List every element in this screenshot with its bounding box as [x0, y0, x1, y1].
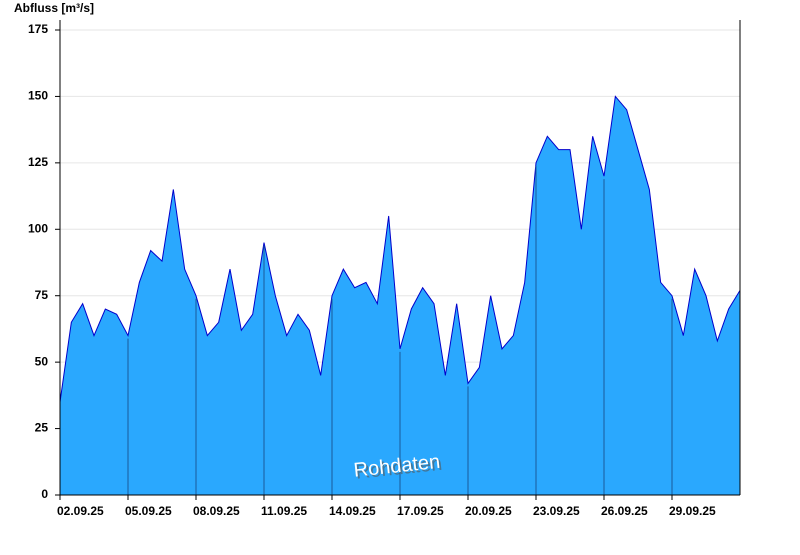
- line: [59, 95, 741, 403]
- y-tick-label: 50: [35, 354, 49, 368]
- y-tick-label: 150: [28, 89, 48, 103]
- y-tick-label: 75: [35, 288, 49, 302]
- x-tick-label: 29.09.25: [669, 504, 716, 518]
- y-tick-label: 25: [35, 421, 49, 435]
- x-tick-label: 02.09.25: [57, 504, 104, 518]
- x-tick-label: 05.09.25: [125, 504, 172, 518]
- y-axis-label: Abfluss [m³/s]: [14, 1, 94, 15]
- x-tick-label: 17.09.25: [397, 504, 444, 518]
- y-tick-label: 175: [28, 22, 48, 36]
- x-tick-label: 23.09.25: [533, 504, 580, 518]
- y-tick-label: 125: [28, 155, 48, 169]
- x-tick-label: 20.09.25: [465, 504, 512, 518]
- x-tick-label: 11.09.25: [261, 504, 307, 518]
- y-tick-label: 100: [28, 221, 48, 235]
- x-tick-label: 14.09.25: [329, 504, 376, 518]
- area: [60, 96, 740, 495]
- x-tick-label: 08.09.25: [193, 504, 240, 518]
- y-tick-label: 0: [41, 487, 48, 501]
- x-tick-label: 26.09.25: [601, 504, 648, 518]
